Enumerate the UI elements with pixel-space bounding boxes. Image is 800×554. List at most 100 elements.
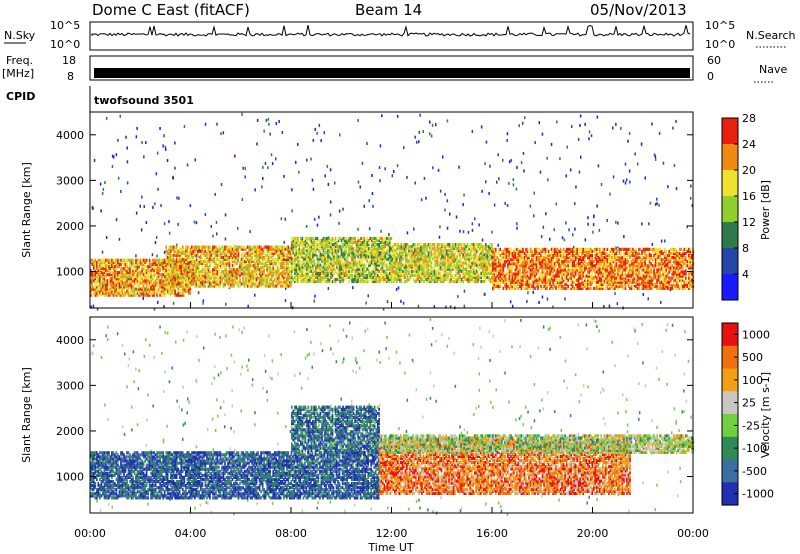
range-cell <box>306 271 308 275</box>
range-cell <box>340 245 343 249</box>
range-cell <box>324 253 326 257</box>
range-cell <box>99 275 101 279</box>
range-cell <box>297 275 299 279</box>
range-cell <box>391 273 394 277</box>
range-cell <box>360 279 362 284</box>
range-cell <box>186 278 189 282</box>
range-cell <box>387 249 390 253</box>
noise-cell <box>622 179 625 183</box>
range-cell <box>287 247 290 251</box>
range-cell <box>352 255 355 259</box>
range-cell <box>177 278 179 282</box>
range-cell <box>204 274 207 278</box>
range-cell <box>163 293 166 297</box>
range-cell <box>307 255 310 259</box>
range-cell <box>343 241 346 245</box>
noise-cell <box>462 203 464 207</box>
range-cell <box>412 245 415 249</box>
range-cell <box>243 270 246 274</box>
range-cell <box>243 247 246 251</box>
range-cell <box>412 269 415 273</box>
range-cell <box>489 269 492 273</box>
range-cell <box>132 258 134 262</box>
range-cell <box>358 265 361 269</box>
range-cell <box>123 289 125 293</box>
range-cell <box>283 261 285 266</box>
range-cell <box>142 266 145 271</box>
range-cell <box>108 287 110 291</box>
range-cell <box>222 272 225 276</box>
range-cell <box>109 291 112 295</box>
range-cell <box>103 258 106 262</box>
range-cell <box>418 251 421 255</box>
noise-cell <box>584 238 587 242</box>
range-cell <box>261 255 264 259</box>
range-cell <box>227 282 229 286</box>
range-cell <box>260 266 262 270</box>
range-cell <box>252 266 255 270</box>
range-cell <box>459 243 461 247</box>
range-cell <box>269 247 271 251</box>
range-cell <box>286 276 288 280</box>
range-cell <box>249 278 252 282</box>
range-cell <box>301 279 304 284</box>
range-cell <box>105 287 107 291</box>
range-cell <box>417 251 419 255</box>
range-cell <box>400 267 403 271</box>
noise-cell <box>380 229 382 233</box>
range-cell <box>384 263 387 267</box>
range-cell <box>438 245 440 249</box>
range-cell <box>153 281 155 285</box>
range-cell <box>337 245 340 249</box>
range-cell <box>212 276 214 280</box>
range-cell <box>345 251 347 255</box>
range-cell <box>260 276 262 280</box>
range-cell <box>310 243 313 247</box>
range-cell <box>242 268 244 272</box>
range-cell <box>301 269 304 273</box>
range-cell <box>447 253 449 257</box>
range-cell <box>310 269 313 273</box>
range-cell <box>492 286 494 290</box>
range-cell <box>182 261 184 266</box>
noise-cell <box>92 304 95 308</box>
range-cell <box>195 274 198 278</box>
range-cell <box>351 253 353 257</box>
range-cell <box>130 285 133 289</box>
range-cell <box>336 245 338 249</box>
range-cell <box>291 243 293 247</box>
range-cell <box>287 266 290 270</box>
noise-cell <box>423 176 426 180</box>
range-cell <box>417 273 419 277</box>
range-cell <box>276 276 279 280</box>
range-cell <box>154 291 157 295</box>
range-cell <box>292 236 295 241</box>
range-cell <box>389 271 391 275</box>
noise-cell <box>573 246 575 249</box>
range-cell <box>389 273 391 277</box>
range-cell <box>245 276 247 280</box>
range-cell <box>103 293 106 297</box>
range-cell <box>281 261 284 266</box>
noise-cell <box>651 242 654 246</box>
noise-cell <box>624 162 627 166</box>
range-cell <box>174 245 176 249</box>
range-cell <box>358 273 361 277</box>
range-cell <box>378 251 380 255</box>
range-cell <box>150 287 152 291</box>
range-cell <box>240 253 243 257</box>
range-cell <box>337 271 340 275</box>
range-cell <box>126 260 128 264</box>
range-cell <box>141 281 143 285</box>
range-cell <box>206 278 208 282</box>
range-cell <box>99 281 101 285</box>
range-cell <box>153 264 155 269</box>
noise-cell <box>549 237 551 241</box>
range-cell <box>151 262 154 266</box>
range-cell <box>312 253 314 257</box>
range-cell <box>301 247 304 251</box>
range-cell <box>242 259 244 264</box>
range-cell <box>215 280 217 284</box>
range-cell <box>242 280 244 284</box>
range-cell <box>185 280 187 284</box>
